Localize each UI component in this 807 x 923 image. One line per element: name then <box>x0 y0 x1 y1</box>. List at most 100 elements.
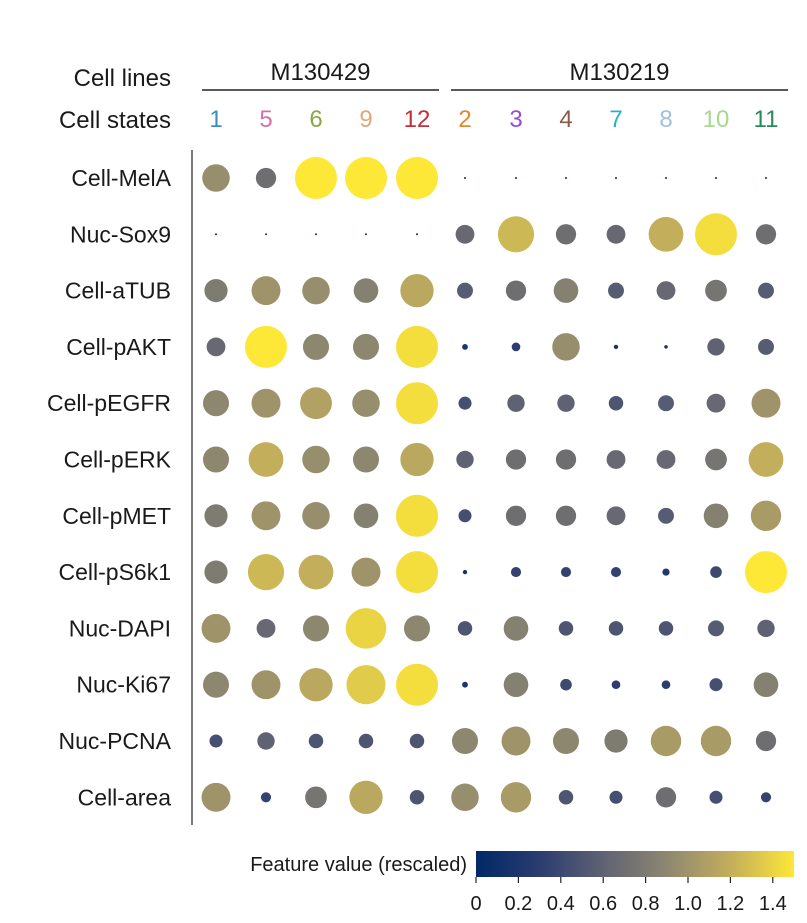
dot <box>613 344 619 350</box>
cell-lines-header: Cell lines <box>74 65 171 92</box>
dot <box>352 333 380 360</box>
dot <box>655 787 677 808</box>
dot <box>661 680 671 690</box>
dot <box>611 680 621 690</box>
dot <box>352 389 380 417</box>
dot <box>345 608 387 649</box>
dot <box>204 560 228 584</box>
dot <box>700 725 732 757</box>
dot <box>396 157 438 199</box>
dot <box>308 733 324 749</box>
state-label: 3 <box>509 106 522 133</box>
dot <box>458 396 472 410</box>
dot <box>497 216 535 253</box>
dot <box>202 390 230 417</box>
dot <box>464 177 466 179</box>
dot <box>358 733 374 749</box>
dot <box>260 792 272 803</box>
dot <box>706 393 726 413</box>
dot <box>760 792 772 803</box>
dot <box>202 446 230 473</box>
dot <box>608 621 624 636</box>
state-label: 5 <box>259 106 272 133</box>
dot <box>204 504 228 528</box>
dot <box>656 450 676 469</box>
state-label: 8 <box>659 106 672 133</box>
dot <box>604 729 628 753</box>
dot <box>664 345 668 349</box>
state-label: 12 <box>404 106 431 133</box>
dot <box>409 733 425 749</box>
feature-labels: Cell-MelA Nuc-Sox9 Cell-aTUB Cell-pAKT Cell-… <box>47 165 172 810</box>
cell-states-header: Cell states <box>59 107 171 134</box>
dot <box>245 325 287 368</box>
dot <box>302 276 330 305</box>
dot <box>305 786 327 809</box>
cell-line-label: M130429 <box>270 59 370 86</box>
dot <box>503 672 529 698</box>
dot <box>510 567 522 578</box>
dot <box>750 500 782 532</box>
state-label: 6 <box>309 106 322 133</box>
dot <box>560 678 572 691</box>
dot <box>462 681 468 688</box>
dot <box>708 620 724 637</box>
dot <box>606 450 626 469</box>
dot <box>201 782 231 812</box>
dot <box>300 387 332 420</box>
dot <box>349 780 383 814</box>
state-label: 10 <box>703 106 730 133</box>
dot <box>558 621 574 636</box>
dot <box>751 388 781 418</box>
dot <box>458 509 472 523</box>
dot <box>251 276 281 306</box>
dot <box>346 665 386 705</box>
feature-label: Nuc-Sox9 <box>70 221 171 247</box>
dot <box>758 282 774 299</box>
dot <box>353 503 379 529</box>
dot <box>302 333 330 360</box>
dot <box>315 233 317 236</box>
dot <box>302 502 330 530</box>
dot <box>753 672 779 698</box>
dot <box>758 338 774 355</box>
dot <box>552 727 580 755</box>
dot <box>201 613 231 643</box>
dot <box>462 569 468 575</box>
dot <box>703 503 729 529</box>
colorbar-tick-label: 0.6 <box>589 893 617 915</box>
dot <box>351 557 381 587</box>
colorbar-tick-label: 1.4 <box>759 893 787 915</box>
colorbar-gradient <box>476 851 794 877</box>
dot <box>403 615 431 642</box>
dot <box>515 177 517 179</box>
dot <box>257 732 275 750</box>
colorbar-tick-label: 1.0 <box>674 893 702 915</box>
dot <box>396 494 438 537</box>
dot <box>202 164 230 192</box>
dot <box>658 621 674 636</box>
dot <box>400 442 434 477</box>
dot <box>353 278 379 303</box>
dot <box>658 395 674 412</box>
feature-label: Cell-MelA <box>71 165 171 191</box>
dot <box>610 567 622 578</box>
dot <box>608 282 624 299</box>
dot <box>505 449 527 470</box>
dot <box>251 388 281 418</box>
dot <box>656 281 676 301</box>
dot <box>209 734 223 748</box>
colorbar-tick-label: 0.4 <box>547 893 575 915</box>
colorbar-tick-label: 0.2 <box>504 893 532 915</box>
dot <box>755 730 777 752</box>
dot <box>609 790 623 804</box>
feature-label: Cell-area <box>78 784 172 810</box>
state-label: 7 <box>609 106 622 133</box>
dot <box>302 615 330 642</box>
dot <box>462 344 468 350</box>
colorbar-tick-label: 0 <box>470 893 481 915</box>
dot <box>552 333 580 361</box>
colorbar-tick-label: 1.2 <box>716 893 744 915</box>
dot <box>658 507 674 524</box>
